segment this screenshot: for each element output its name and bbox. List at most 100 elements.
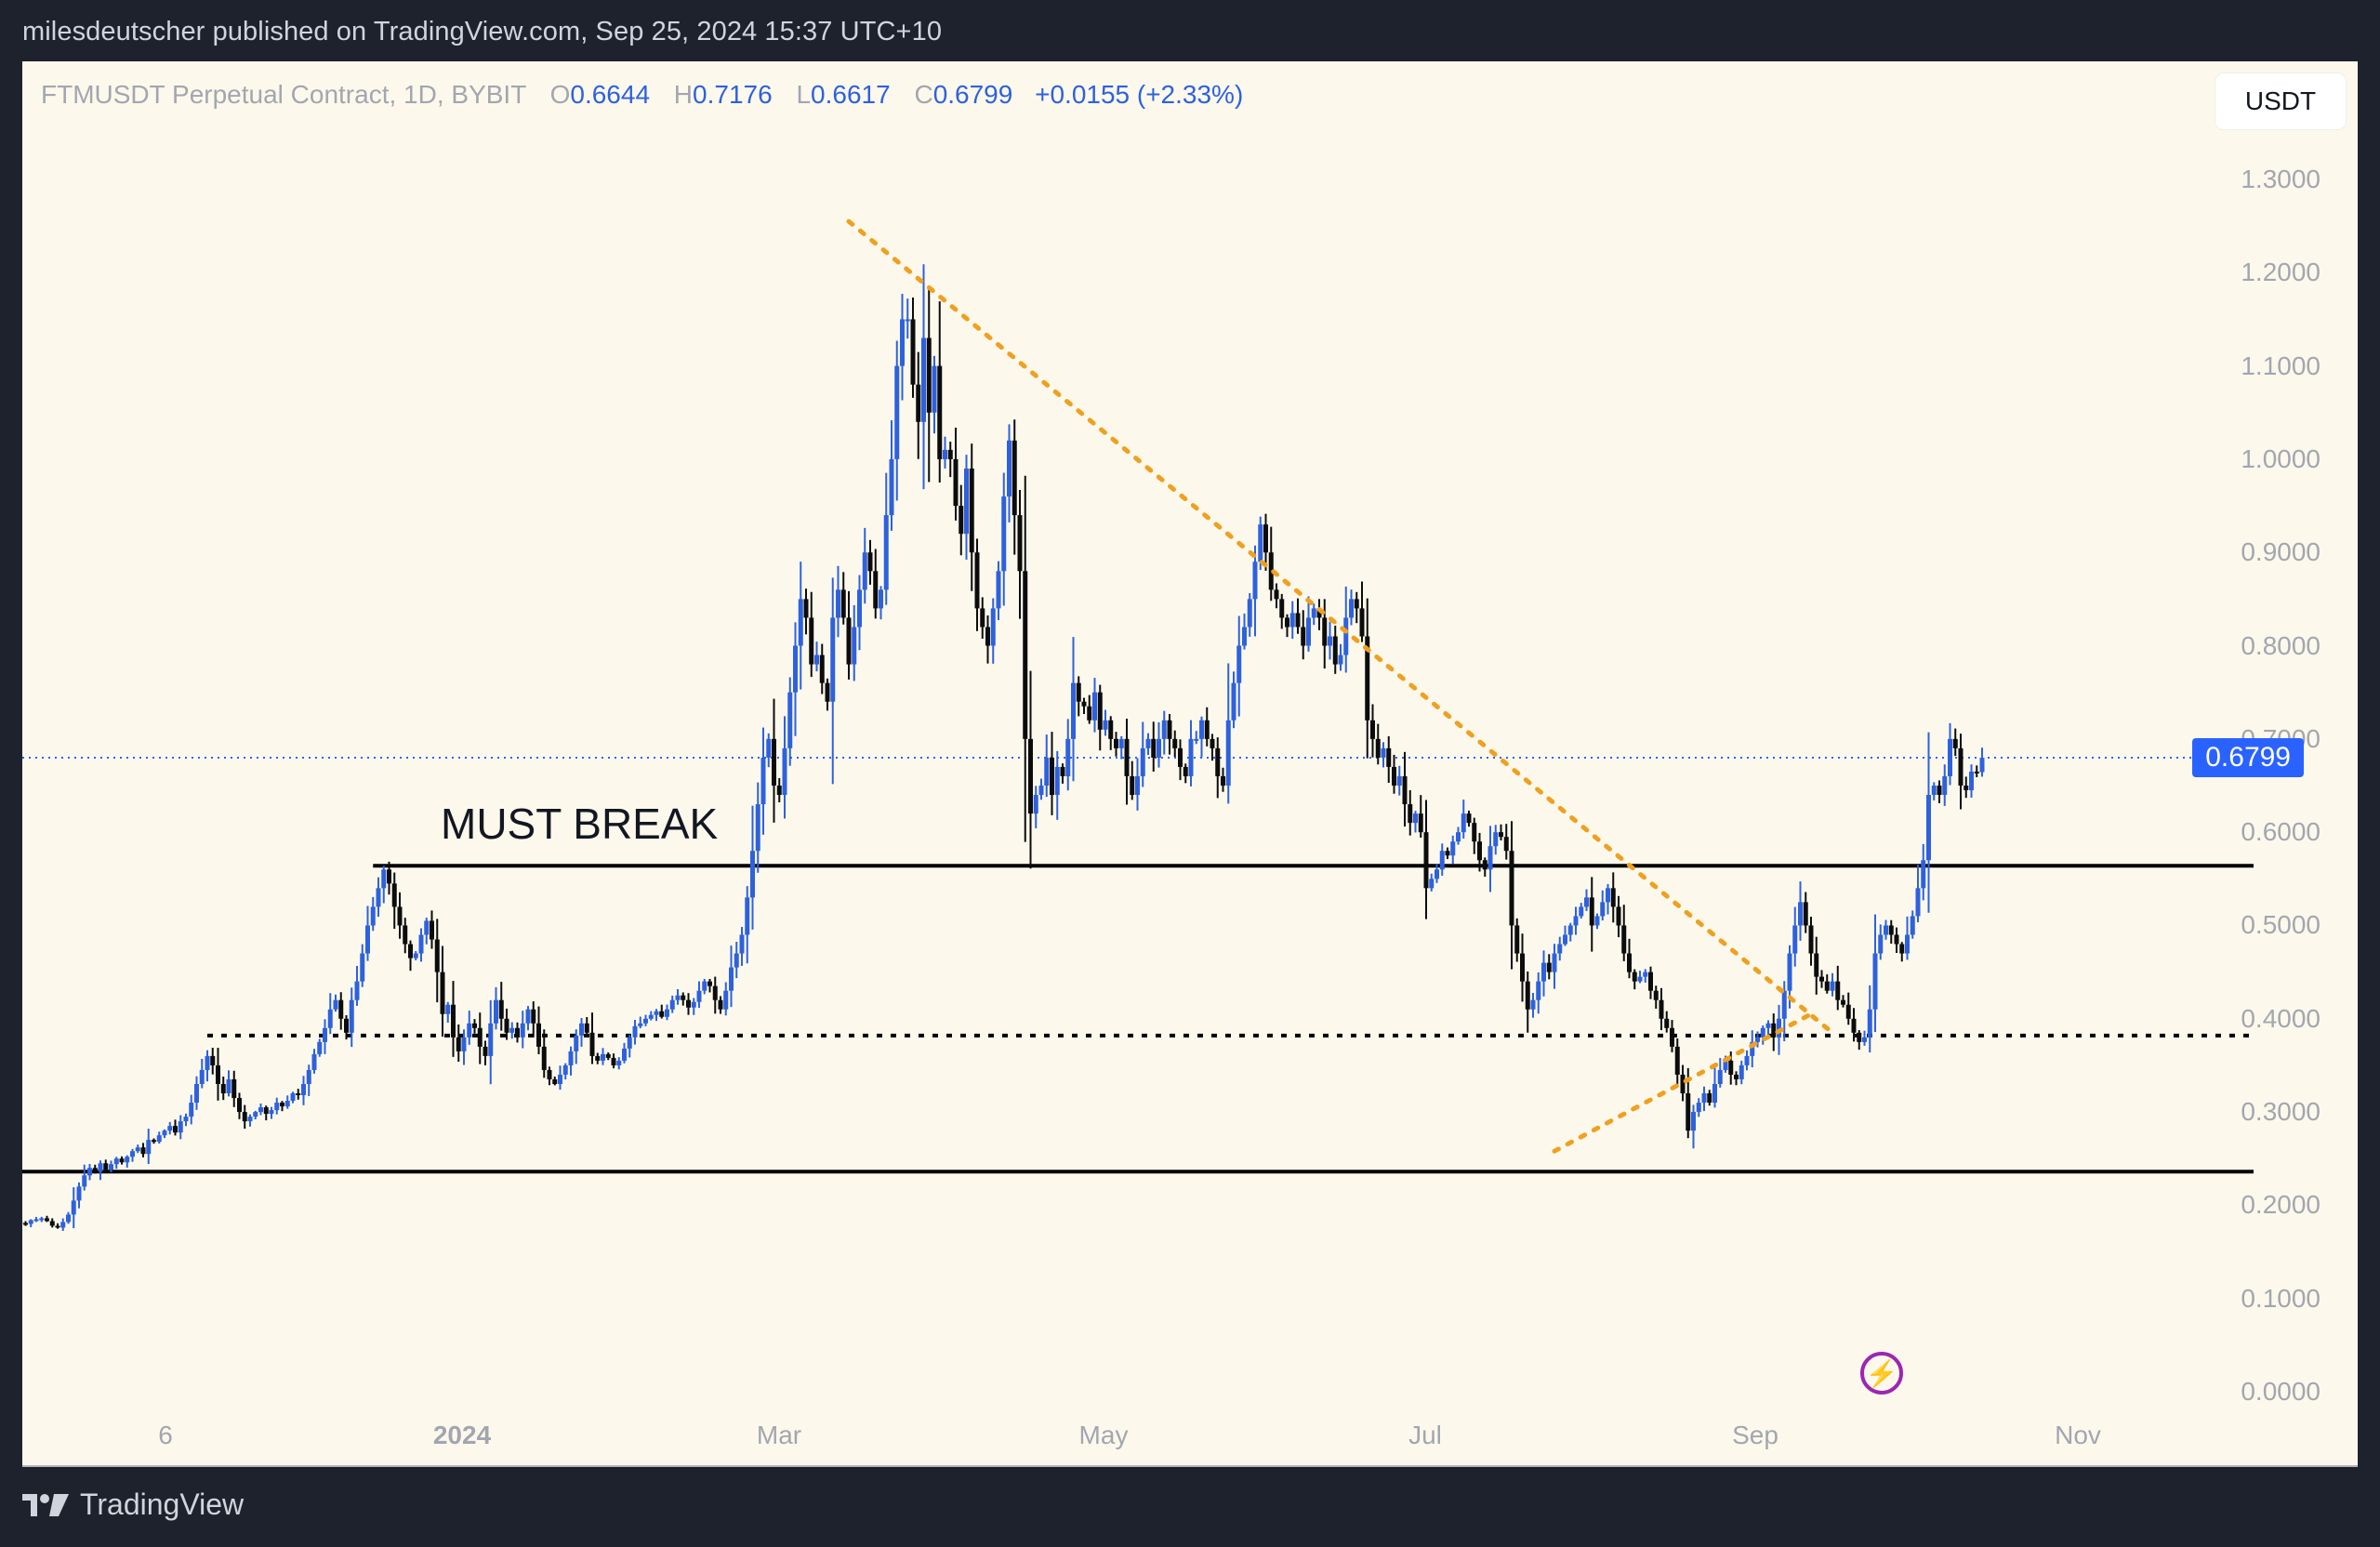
- candlestick-plot[interactable]: [22, 61, 2358, 1465]
- price-tick: 0.5000: [2241, 910, 2320, 940]
- candle-body: [1396, 775, 1402, 786]
- candle-body: [622, 1048, 627, 1061]
- candle-body: [1328, 636, 1332, 646]
- candle-body: [1610, 888, 1616, 907]
- candle-body: [739, 934, 745, 954]
- candle-body: [1712, 1083, 1717, 1104]
- candle-body: [525, 1009, 531, 1024]
- candle-body: [1279, 599, 1285, 618]
- candle-body: [1215, 747, 1221, 776]
- candle-body: [162, 1130, 167, 1136]
- currency-button[interactable]: USDT: [2215, 73, 2347, 130]
- candle-body: [45, 1218, 49, 1222]
- candle-body: [894, 365, 900, 459]
- candle-body: [1322, 617, 1328, 646]
- candle-body: [996, 571, 1001, 609]
- chart-panel[interactable]: FTMUSDT Perpetual Contract, 1D, BYBIT O0…: [22, 61, 2358, 1467]
- candle-body: [413, 953, 418, 959]
- candle-body: [669, 999, 675, 1010]
- candle-body: [1942, 775, 1948, 796]
- candle-body: [156, 1135, 162, 1143]
- candle-body: [397, 906, 403, 926]
- candle-body: [66, 1214, 71, 1223]
- candle-body: [541, 1046, 547, 1070]
- candle-body: [418, 934, 424, 954]
- candle-body: [1140, 747, 1145, 776]
- candle-body: [125, 1157, 130, 1163]
- candle-body: [76, 1186, 82, 1201]
- candle-body: [1536, 981, 1541, 1000]
- candle-body: [509, 1027, 515, 1033]
- candle-body: [1567, 925, 1573, 935]
- candle-body: [461, 1037, 467, 1051]
- candle-body: [220, 1083, 226, 1094]
- candle-body: [943, 449, 947, 459]
- candle-body: [1948, 738, 1952, 776]
- candle-body: [632, 1025, 638, 1038]
- candle-body: [1894, 934, 1899, 945]
- candle-body: [883, 515, 889, 590]
- candle-body: [189, 1103, 194, 1117]
- candle-body: [1188, 738, 1194, 776]
- candle-body: [1760, 1027, 1765, 1038]
- candle-body: [1520, 953, 1525, 982]
- must-break-annotation[interactable]: MUST BREAK: [441, 800, 719, 849]
- candle-body: [787, 692, 793, 748]
- candle-body: [360, 953, 365, 982]
- candle-body: [1937, 786, 1942, 796]
- candle-body: [1114, 738, 1118, 748]
- candle-body: [1503, 837, 1509, 852]
- price-tick: 1.2000: [2241, 258, 2320, 287]
- candle-body: [1952, 738, 1958, 748]
- candle-body: [152, 1140, 156, 1143]
- candle-body: [1653, 990, 1659, 1000]
- candle-body: [1691, 1112, 1696, 1131]
- candle-body: [130, 1151, 135, 1157]
- candle-body: [819, 654, 825, 683]
- candle-body: [1386, 747, 1392, 767]
- candle-body: [782, 747, 787, 796]
- candle-body: [579, 1023, 584, 1036]
- candle-body: [60, 1222, 66, 1228]
- candle-body: [1643, 972, 1648, 977]
- flash-icon[interactable]: ⚡: [1860, 1352, 1903, 1395]
- candle-body: [296, 1093, 301, 1096]
- time-tick: May: [1078, 1421, 1129, 1449]
- candle-body: [1755, 1037, 1760, 1042]
- price-tick: 0.8000: [2241, 630, 2320, 660]
- candle-body: [1065, 738, 1071, 776]
- candle-body: [1124, 738, 1130, 776]
- candle-body: [712, 985, 718, 1000]
- candle-body: [1359, 608, 1365, 637]
- candle-body: [1118, 738, 1124, 748]
- footer-brand-label: TradingView: [80, 1488, 245, 1521]
- candle-body: [1375, 738, 1381, 758]
- footer-brand[interactable]: TradingView: [22, 1488, 244, 1522]
- candle-body: [921, 337, 926, 422]
- candle-body: [1076, 682, 1081, 702]
- candle-body: [1343, 617, 1349, 655]
- candle-body: [520, 1023, 525, 1038]
- time-tick: Sep: [1732, 1421, 1778, 1449]
- candle-body: [862, 552, 867, 590]
- candle-body: [1921, 860, 1926, 889]
- candle-body: [760, 757, 766, 805]
- candle-body: [199, 1069, 205, 1084]
- publisher-line: milesdeutscher published on TradingView.…: [22, 17, 943, 46]
- candle-body: [194, 1083, 199, 1104]
- candle-body: [830, 617, 836, 702]
- candle-body: [686, 999, 691, 1008]
- candle-body: [1680, 1074, 1686, 1094]
- candle-body: [681, 995, 686, 1000]
- candle-body: [1771, 1023, 1777, 1038]
- candle-body: [1418, 813, 1423, 833]
- candle-body: [430, 920, 434, 940]
- candle-body: [365, 925, 370, 954]
- candle-body: [28, 1220, 33, 1224]
- candle-body: [49, 1221, 55, 1226]
- candle-body: [953, 458, 959, 507]
- candle-body: [947, 449, 953, 459]
- candle-body: [39, 1218, 45, 1221]
- candle-body: [1033, 795, 1038, 814]
- candle-body: [562, 1064, 568, 1075]
